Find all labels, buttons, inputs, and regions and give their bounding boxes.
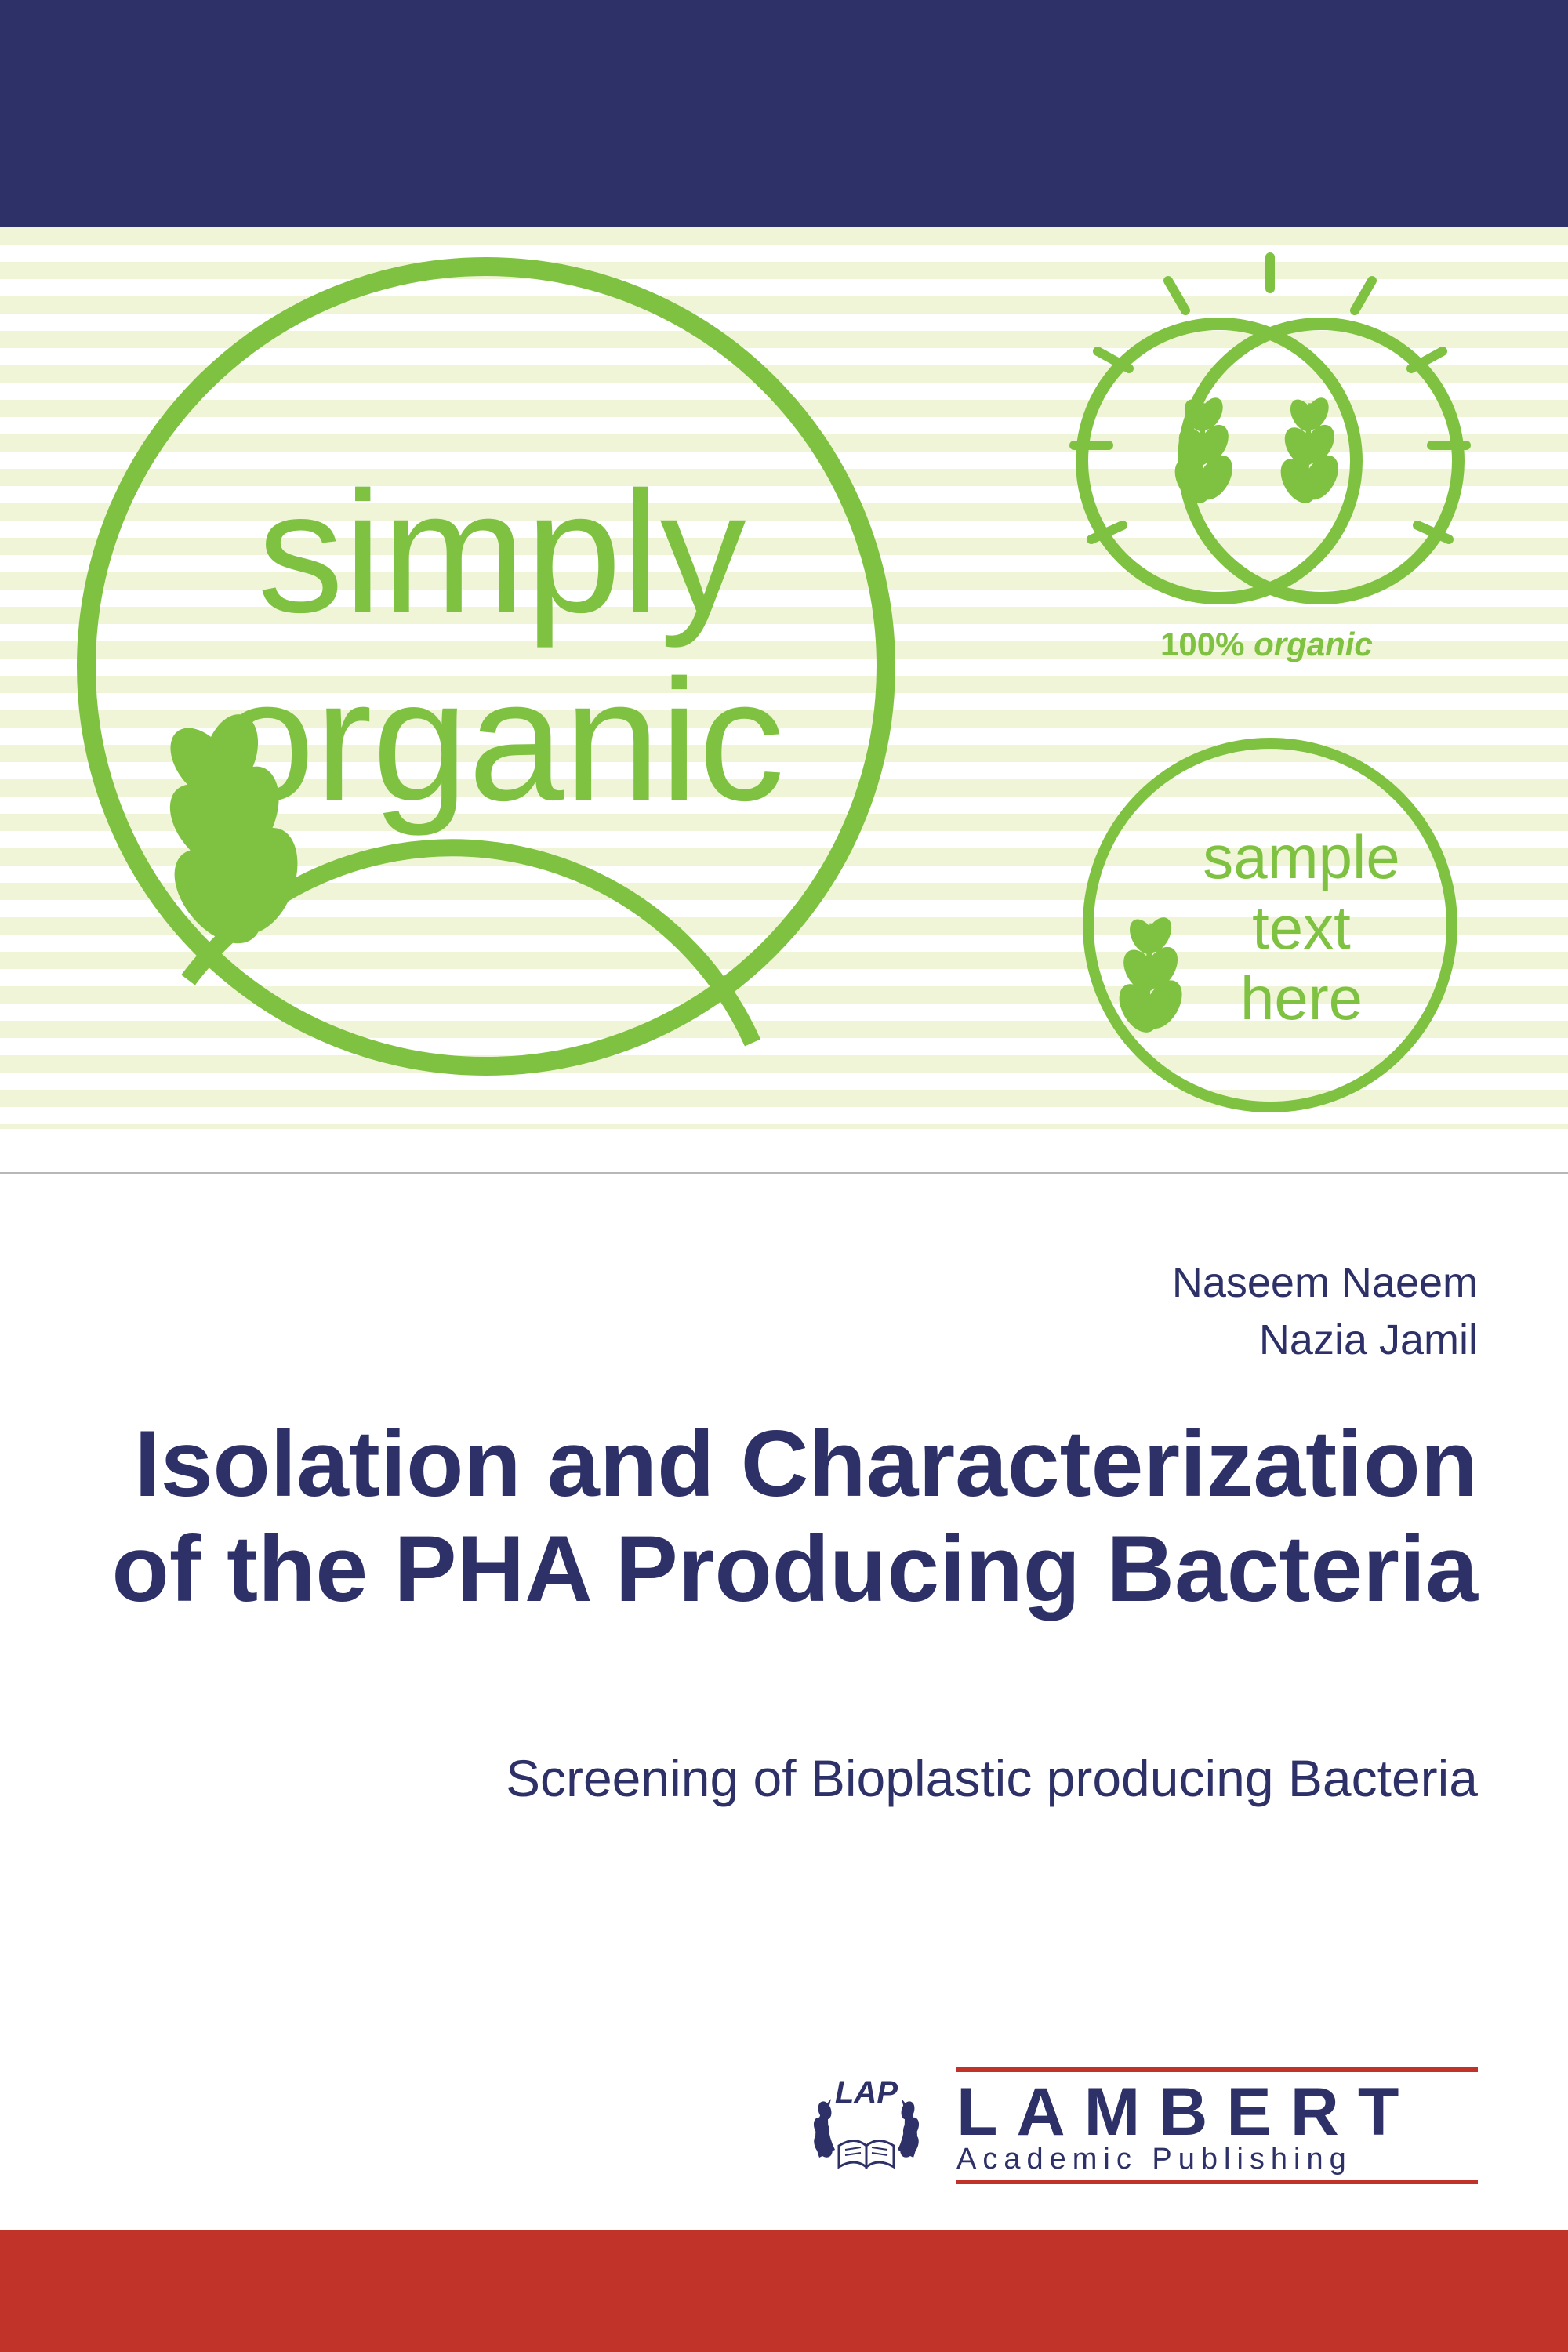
simply-text: simply [257, 456, 746, 648]
publisher-line-bottom [956, 2180, 1478, 2184]
publisher-name: LAMBERT [956, 2075, 1478, 2146]
sample-line2: text [1252, 893, 1351, 962]
bottom-red-band [0, 2230, 1568, 2352]
top-navy-band [0, 0, 1568, 227]
author-1: Naseem Naeem [1172, 1254, 1478, 1312]
sample-line3: here [1240, 964, 1363, 1033]
publisher-text: LAMBERT Academic Publishing [956, 2064, 1478, 2187]
simply-organic-logo: simply organic [63, 243, 925, 1105]
publisher-block: LAP LAMBERT Academic Publishing [800, 2064, 1478, 2187]
publisher-icon: LAP [800, 2071, 933, 2181]
organic-caption: 100% organic [1160, 626, 1373, 663]
sample-line1: sample [1203, 822, 1399, 891]
publisher-line-top [956, 2067, 1478, 2072]
authors-block: Naseem Naeem Nazia Jamil [1172, 1254, 1478, 1369]
book-title: Isolation and Characterization of the PH… [94, 1411, 1478, 1622]
organic-text: organic [219, 644, 785, 837]
book-subtitle: Screening of Bioplastic producing Bacter… [94, 1748, 1478, 1808]
publisher-tagline: Academic Publishing [956, 2143, 1478, 2176]
sample-text-logo: sample text here [1074, 729, 1466, 1121]
caption-word: organic [1254, 626, 1373, 662]
publisher-badge-text: LAP [835, 2075, 898, 2110]
author-2: Nazia Jamil [1172, 1312, 1478, 1369]
sun-organic-logo: 100% organic [1051, 249, 1490, 688]
stripe-graphic-section: simply organic [0, 227, 1568, 1129]
caption-prefix: 100% [1160, 626, 1244, 662]
section-divider [0, 1172, 1568, 1174]
